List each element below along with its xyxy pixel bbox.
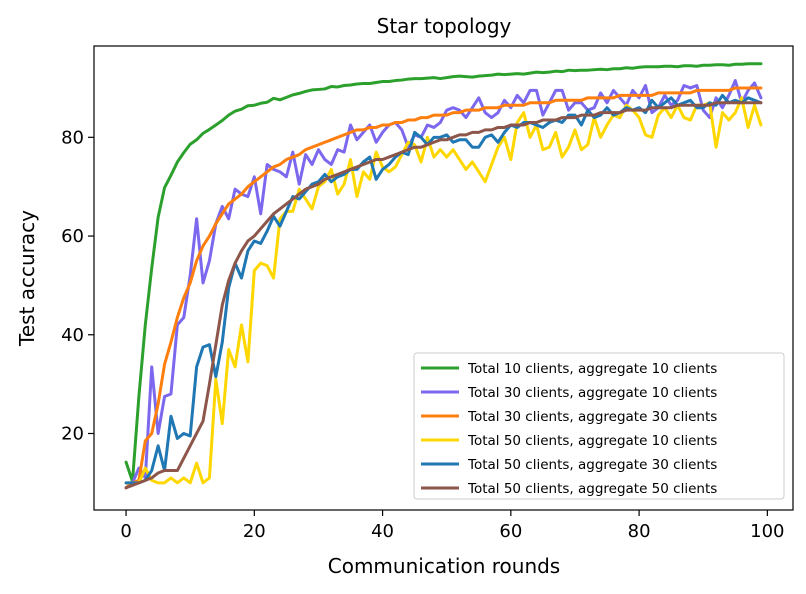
plot-area: 0 20 40 60 80 100 20 40 60 80 bbox=[61, 45, 794, 542]
x-tick-label-0: 0 bbox=[120, 521, 131, 542]
series-line-6 bbox=[124, 101, 763, 490]
legend-label-2: Total 30 clients, aggregate 10 clients bbox=[467, 385, 717, 401]
x-axis-label: Communication rounds bbox=[328, 554, 560, 578]
series-layer bbox=[124, 62, 763, 490]
x-tick-label-80: 80 bbox=[628, 521, 651, 542]
legend-label-4: Total 50 clients, aggregate 10 clients bbox=[467, 433, 717, 449]
legend-box bbox=[413, 352, 785, 500]
legend-label-1: Total 10 clients, aggregate 10 clients bbox=[467, 361, 717, 377]
y-axis-label: Test accuracy bbox=[15, 210, 39, 347]
series-line-1 bbox=[124, 62, 763, 483]
chart-title: Star topology bbox=[377, 14, 512, 38]
y-tick-label-40: 40 bbox=[61, 325, 84, 346]
series-line-4 bbox=[124, 96, 763, 485]
x-tick-label-20: 20 bbox=[243, 521, 266, 542]
series-line-3 bbox=[124, 86, 763, 490]
legend-label-3: Total 30 clients, aggregate 30 clients bbox=[467, 409, 717, 425]
legend-label-6: Total 50 clients, aggregate 50 clients bbox=[467, 481, 717, 497]
legend-items: Total 10 clients, aggregate 10 clients To… bbox=[421, 361, 717, 497]
y-tick-label-20: 20 bbox=[61, 423, 84, 444]
x-axis-ticks: 0 20 40 60 80 100 bbox=[120, 510, 785, 542]
y-tick-label-60: 60 bbox=[61, 226, 84, 247]
y-axis-ticks: 20 40 60 80 bbox=[61, 127, 94, 444]
y-tick-label-80: 80 bbox=[61, 127, 84, 148]
legend-label-5: Total 50 clients, aggregate 30 clients bbox=[467, 457, 717, 473]
axes-frame bbox=[93, 45, 794, 511]
legend: Total 10 clients, aggregate 10 clients To… bbox=[413, 352, 785, 500]
x-tick-label-60: 60 bbox=[499, 521, 522, 542]
x-tick-label-100: 100 bbox=[750, 521, 784, 542]
x-tick-label-40: 40 bbox=[371, 521, 394, 542]
